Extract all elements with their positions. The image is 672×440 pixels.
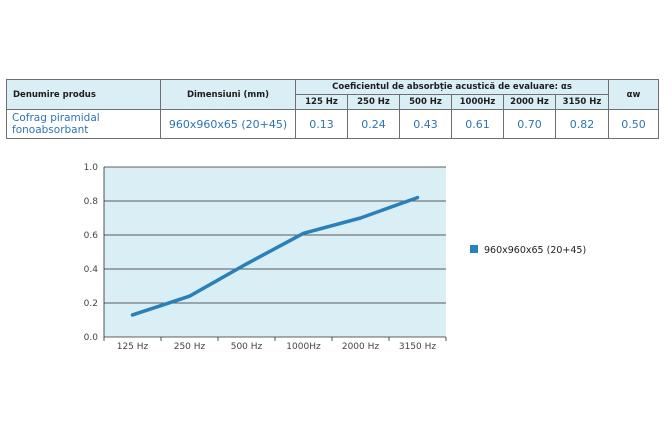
data-point	[359, 216, 362, 220]
series-line	[130, 195, 420, 317]
x-tick-label: 125 Hz	[117, 342, 149, 352]
product-name-line2: fonoabsorbant	[12, 124, 89, 136]
x-tick-label: 2000 Hz	[342, 342, 380, 352]
y-tick-label: 0.2	[84, 299, 98, 309]
header-coefficient-group: Coeficientul de absorbție acustică de ev…	[294, 79, 610, 95]
absorption-table: Denumire produs Dimensiuni (mm) Coeficie…	[6, 79, 660, 139]
plot-area	[104, 167, 446, 337]
y-tick-label: 0.0	[84, 333, 99, 343]
header-freq-3150: 3150 Hz	[554, 94, 610, 110]
table-row: Cofrag piramidal fonoabsorbant 960x960x6…	[6, 109, 660, 139]
data-point	[302, 231, 305, 235]
header-product: Denumire produs	[6, 79, 161, 110]
x-tick-label: 250 Hz	[174, 342, 206, 352]
value-cell-3150: 0.82	[554, 109, 610, 139]
dimensions-cell: 960x960x65 (20+45)	[160, 109, 296, 139]
y-tick-label: 0.6	[84, 231, 99, 241]
value-cell-1000: 0.61	[451, 109, 504, 139]
y-tick-label: 0.8	[84, 197, 99, 207]
value-cell-250: 0.24	[347, 109, 400, 139]
x-tick-label: 1000Hz	[286, 342, 321, 352]
data-point	[131, 313, 134, 317]
aw-cell: 0.50	[608, 109, 660, 139]
legend-label: 960x960x65 (20+45)	[484, 245, 586, 256]
legend-swatch	[470, 245, 478, 253]
x-tick-label: 3150 Hz	[399, 342, 437, 352]
product-name-line1: Cofrag piramidal	[12, 112, 100, 124]
header-freq-1000: 1000Hz	[451, 94, 504, 110]
product-name-cell: Cofrag piramidal fonoabsorbant	[6, 109, 161, 139]
x-tick-label: 500 Hz	[231, 342, 263, 352]
header-freq-500: 500 Hz	[399, 94, 452, 110]
data-point	[245, 262, 248, 266]
y-tick-label: 1.0	[84, 163, 99, 173]
y-tick-label: 0.4	[84, 265, 99, 275]
header-aw: αw	[608, 79, 660, 110]
value-cell-125: 0.13	[295, 109, 348, 139]
data-point	[188, 294, 191, 298]
data-point	[416, 196, 419, 200]
header-freq-250: 250 Hz	[347, 94, 400, 110]
